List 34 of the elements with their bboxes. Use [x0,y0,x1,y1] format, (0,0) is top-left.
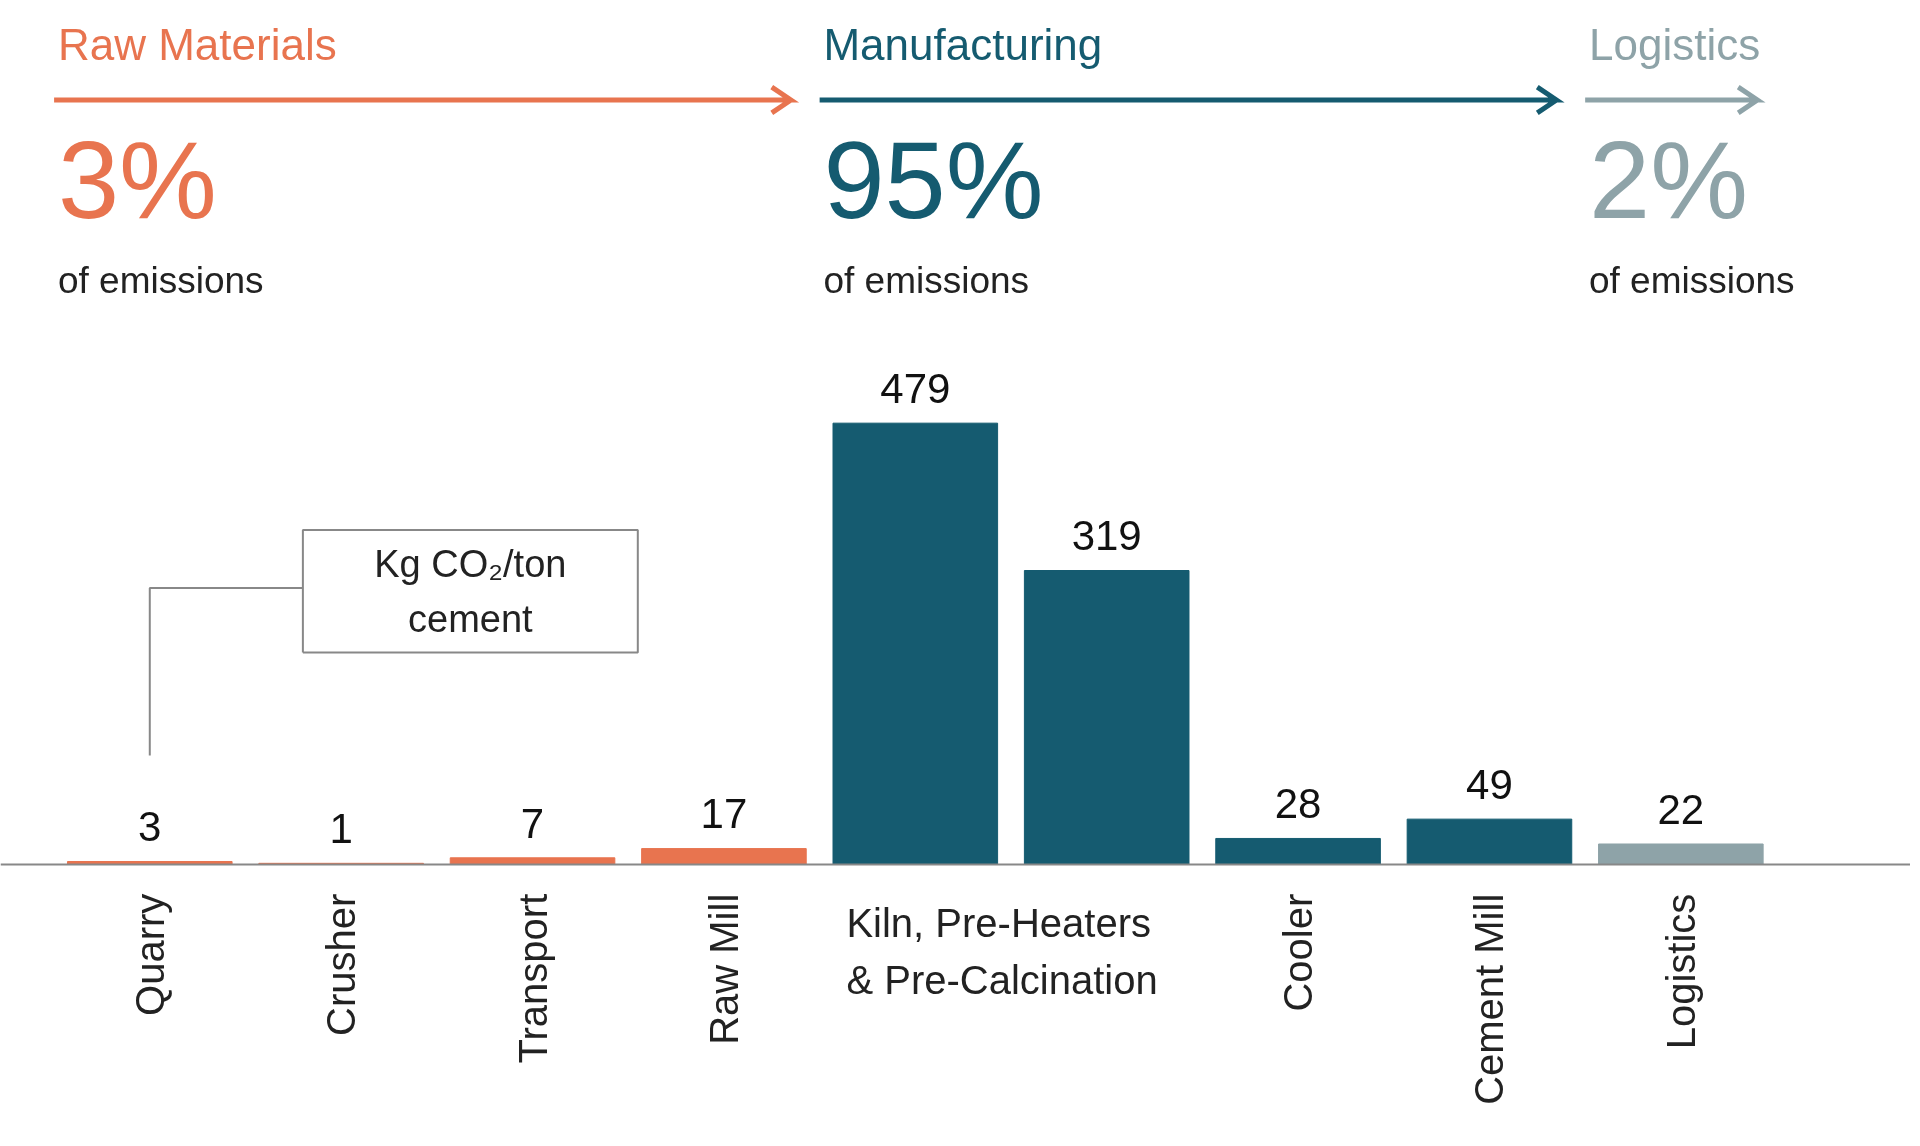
x-tick-label: Crusher [319,893,364,1036]
bar [1598,843,1764,865]
x-tick-label: Cement Mill [1467,893,1512,1105]
bar [1023,570,1190,865]
text: Manufacturing [823,20,1103,70]
data-label: 28 [1274,780,1322,828]
data-label: 479 [880,364,951,412]
data-label: 17 [700,790,748,838]
data-label: 319 [1071,512,1142,560]
y-axis-title: Kg CO₂/ton cement [374,543,567,640]
text: 3% [57,117,217,241]
x-tick-label: Logistics [1658,893,1703,1050]
x-tick-label: Raw Mill [701,893,746,1045]
text: of emissions [57,259,264,301]
text: of emissions [823,259,1030,301]
data-label: 7 [520,799,545,847]
bar [832,422,999,865]
bar [1406,818,1573,865]
bar [449,857,616,865]
data-label: 3 [138,803,162,851]
x-tick-label: Transport [510,893,555,1064]
text: Raw Materials [57,20,337,70]
text: Logistics [1588,20,1761,70]
bar [1215,837,1381,865]
data-label: 49 [1466,760,1513,808]
text: of emissions [1588,259,1795,301]
bar [641,848,807,865]
x-tick-label: Kiln, Pre-Heaters & Pre-Calcination [846,901,1158,1003]
text: 2% [1588,117,1748,241]
data-label: 1 [329,805,353,853]
x-tick-label: Cooler [1276,893,1321,1012]
data-label: 22 [1657,785,1705,833]
x-tick-label: Quarry [127,893,172,1016]
text: 95% [823,117,1044,241]
